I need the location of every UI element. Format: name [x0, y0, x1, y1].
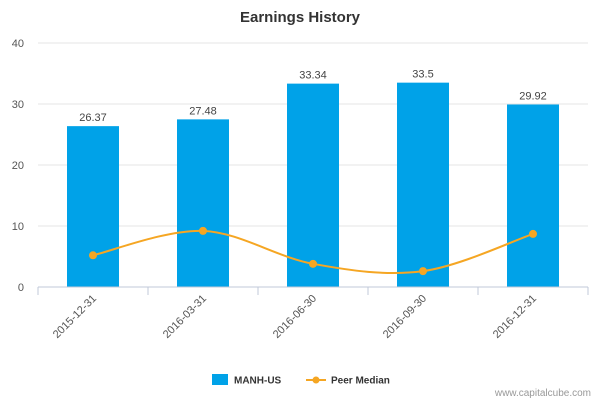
chart-title: Earnings History: [240, 9, 361, 26]
legend: MANH-US Peer Median: [212, 374, 390, 387]
legend-swatch-bar: [212, 374, 228, 385]
data-label: 27.48: [189, 105, 217, 117]
bar: [397, 82, 449, 288]
y-tick-label: 40: [12, 38, 24, 50]
data-labels: 26.37 27.48 33.34 33.5 29.92: [79, 69, 547, 124]
credit-text: www.capitalcube.com: [494, 388, 591, 399]
x-axis: 2015-12-31 2016-03-31 2016-06-30 2016-09-30…: [37, 286, 589, 341]
bar: [67, 126, 119, 287]
legend-swatch-marker: [312, 376, 320, 384]
x-tick-label: 2016-03-31: [161, 293, 209, 341]
peer-median-point: [89, 251, 97, 260]
legend-label-line: Peer Median: [331, 376, 390, 387]
peer-median-point: [529, 229, 537, 238]
x-tick-label: 2016-12-31: [491, 293, 539, 341]
peer-median-point: [309, 259, 317, 268]
y-tick-label: 0: [18, 282, 24, 294]
y-tick-label: 30: [12, 99, 24, 111]
x-tick-label: 2016-06-30: [271, 293, 319, 341]
data-label: 33.5: [412, 69, 433, 81]
data-label: 26.37: [79, 112, 107, 124]
y-axis: 0 10 20 30 40: [12, 38, 24, 294]
x-tick-label: 2016-09-30: [381, 293, 429, 341]
y-tick-label: 20: [12, 160, 24, 172]
bar: [177, 119, 229, 287]
bar-series: [67, 82, 559, 288]
peer-median-point: [199, 226, 207, 235]
bar: [507, 104, 559, 287]
line-series: [89, 226, 537, 276]
data-label: 29.92: [519, 90, 547, 102]
peer-median-point: [419, 267, 427, 276]
legend-label-bar: MANH-US: [234, 376, 282, 387]
data-label: 33.34: [299, 70, 327, 82]
y-tick-label: 10: [12, 221, 24, 233]
bar: [287, 83, 339, 287]
x-tick-label: 2015-12-31: [51, 293, 99, 341]
